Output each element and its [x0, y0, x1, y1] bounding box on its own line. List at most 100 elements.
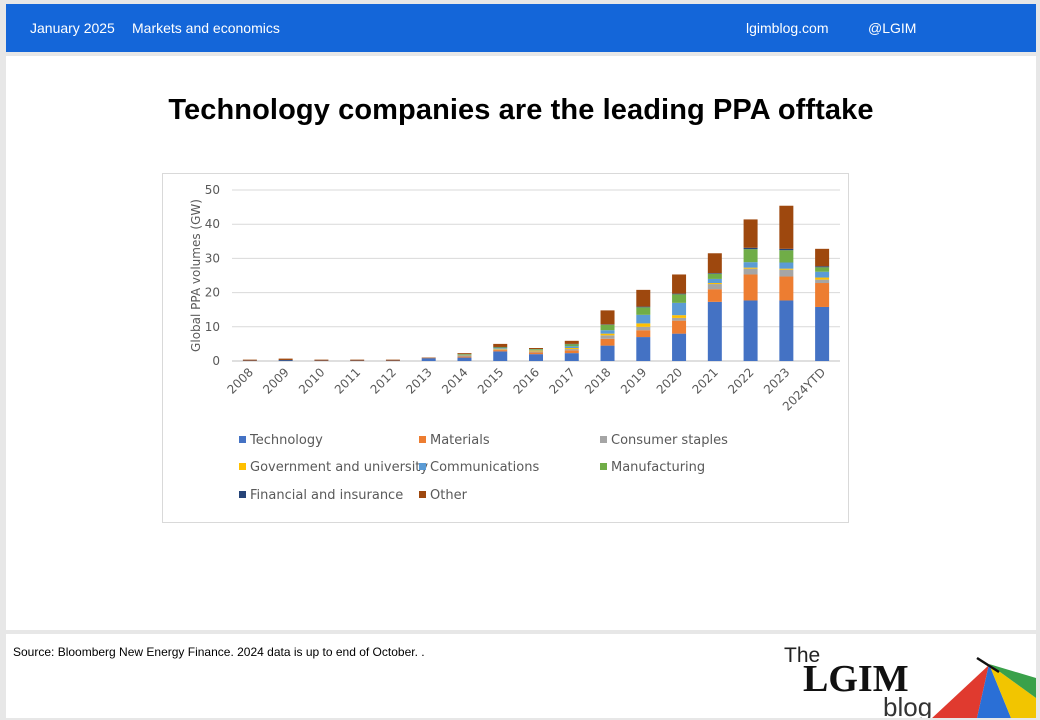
bar-segment: [815, 283, 830, 307]
legend-label: Communications: [430, 460, 539, 475]
x-tick-label: 2015: [475, 365, 506, 396]
bar-segment: [815, 306, 830, 361]
bar-segment: [672, 302, 687, 316]
bar-segment: [493, 348, 508, 349]
umbrella-icon: [930, 656, 1036, 718]
x-tick-label: 2009: [260, 365, 291, 396]
legend-label: Consumer staples: [611, 433, 728, 448]
bar-segment: [493, 343, 508, 347]
y-axis-title: Global PPA volumes (GW): [189, 199, 203, 352]
bar-segment: [457, 353, 472, 355]
lgim-blog-logo: The LGIM blog: [784, 644, 1036, 718]
bar-segment: [457, 354, 472, 355]
bar-segment: [564, 346, 579, 349]
slide-panel: Technology companies are the leading PPA…: [6, 56, 1036, 630]
logo-the: The: [784, 644, 820, 667]
bar-segment: [457, 357, 472, 361]
bar-segment: [636, 307, 651, 315]
x-tick-label: 2013: [403, 365, 434, 396]
bar-segment: [529, 350, 543, 352]
bar-segment: [815, 277, 830, 280]
bar-segment: [779, 269, 794, 277]
bar-segment: [636, 306, 651, 308]
bar-segment: [600, 345, 615, 361]
bar-segment: [707, 284, 722, 290]
bar-segment: [564, 353, 579, 361]
legend-label: Materials: [430, 433, 490, 448]
legend-swatch: [419, 463, 426, 470]
chart-container: 0 10 20 30 40 50 Global PPA volumes (GW) 2008 20…: [162, 173, 849, 523]
bar-segment: [636, 289, 651, 307]
bar-segment: [743, 274, 758, 301]
bar-segment: [707, 273, 722, 279]
legend-swatch: [239, 436, 246, 443]
bar-segment: [636, 314, 651, 324]
bar-segment: [815, 267, 830, 272]
bar-segment: [672, 320, 687, 334]
bar-segment: [314, 359, 329, 361]
header-handle-link[interactable]: @LGIM: [868, 20, 917, 36]
bar-segment: [743, 262, 758, 268]
bar-segment: [457, 356, 472, 358]
header-date: January 2025: [30, 20, 115, 36]
bar-segment: [636, 337, 651, 361]
logo-lgim: LGIM: [803, 658, 909, 700]
x-tick-label: 2010: [296, 365, 327, 396]
x-tick-label: 2021: [689, 365, 720, 396]
legend-swatch: [600, 463, 607, 470]
bar-segment: [815, 248, 830, 267]
bar-segment: [779, 248, 794, 251]
legend-swatch: [239, 463, 246, 470]
y-tick-label: 20: [205, 286, 220, 300]
bar-segment: [493, 349, 508, 351]
bar-segment: [779, 262, 794, 269]
bar-segment: [779, 300, 794, 361]
legend-swatch: [239, 491, 246, 498]
y-tick-label: 10: [205, 320, 220, 334]
bar-segment: [457, 354, 472, 356]
bar-segment: [529, 351, 543, 353]
bar-segment: [457, 355, 472, 357]
source-note: Source: Bloomberg New Energy Finance. 20…: [13, 645, 425, 659]
x-tick-label: 2023: [761, 365, 792, 396]
bar-segment: [529, 348, 543, 350]
bar-segment: [564, 350, 579, 354]
bar-segment: [672, 317, 687, 321]
bar-segment: [600, 324, 615, 331]
bar-segment: [529, 352, 543, 355]
bar-segment: [707, 253, 722, 274]
bar-segment: [493, 347, 508, 349]
bar-segment: [743, 300, 758, 361]
legend-label: Technology: [249, 433, 323, 448]
bar-segment: [564, 344, 579, 347]
legend-label: Government and university: [250, 460, 428, 475]
x-tick-label: 2022: [725, 365, 756, 396]
slide-title: Technology companies are the leading PPA…: [168, 94, 874, 126]
legend-swatch: [419, 491, 426, 498]
bar-segment: [707, 273, 722, 274]
footer-panel: Source: Bloomberg New Energy Finance. 20…: [6, 634, 1036, 718]
bar-segment: [564, 349, 579, 351]
x-tick-label: 2019: [618, 365, 649, 396]
legend-swatch: [419, 436, 426, 443]
bar-segment: [529, 349, 543, 350]
bar-segment: [707, 289, 722, 302]
bar-segment: [636, 323, 651, 327]
bar-segment: [815, 271, 830, 278]
y-tick-label: 50: [205, 183, 220, 197]
bar-segment: [493, 348, 508, 350]
header-site-link[interactable]: lgimblog.com: [746, 20, 829, 36]
bar-segment: [672, 333, 687, 361]
bar-segment: [564, 348, 579, 350]
bar-segment: [636, 326, 651, 331]
x-tick-label: 2011: [332, 365, 363, 396]
bar-segment: [779, 276, 794, 301]
bar-segment: [743, 247, 758, 250]
y-tick-label: 0: [212, 354, 220, 368]
bar-segment: [529, 354, 543, 361]
bar-segment: [815, 279, 830, 284]
bar-segment: [636, 330, 651, 338]
logo-blog: blog: [883, 692, 932, 718]
bar-segment: [385, 359, 400, 361]
